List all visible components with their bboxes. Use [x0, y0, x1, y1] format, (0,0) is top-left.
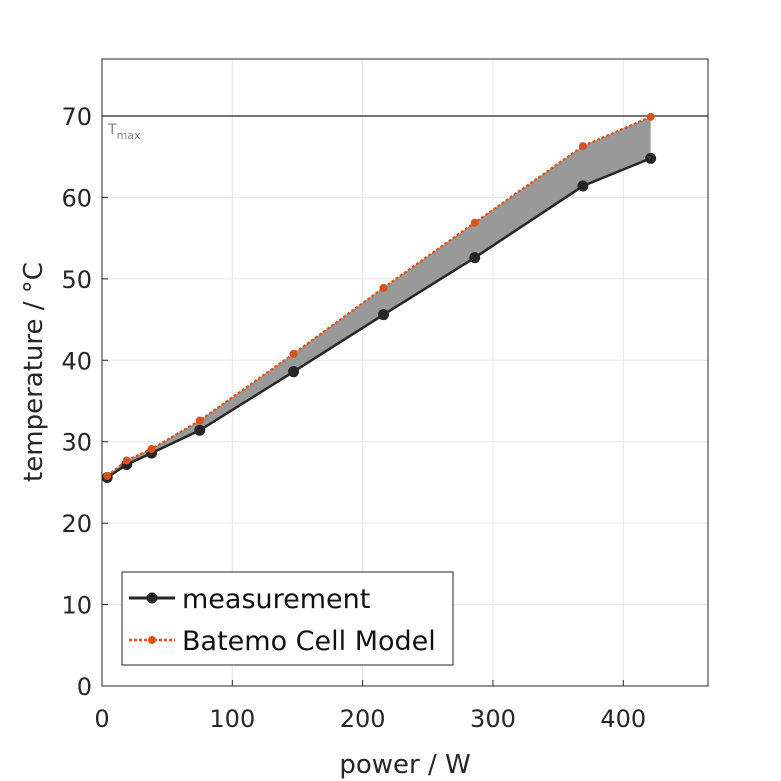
point-batemo-1 — [122, 456, 131, 465]
y-tick-label-3: 30 — [61, 429, 92, 457]
plot-frame — [101, 58, 709, 687]
series-line-batemo — [106, 115, 652, 477]
x-axis-label: power / W — [339, 750, 470, 780]
point-batemo-3 — [195, 416, 204, 425]
legend-box — [121, 571, 454, 666]
x-tick-label-2: 200 — [340, 705, 386, 733]
point-measurement-3 — [194, 424, 206, 436]
point-measurement-8 — [645, 152, 657, 164]
x-tick-label-0: 0 — [94, 705, 109, 733]
series-layer — [101, 112, 657, 484]
fill-between-area — [107, 116, 651, 478]
legend-label-measurement: measurement — [182, 584, 370, 615]
reference-label-main: T — [107, 122, 117, 138]
x-tick-label-1: 100 — [209, 705, 255, 733]
point-batemo-5 — [379, 283, 388, 292]
y-tick-label-5: 50 — [61, 266, 92, 294]
legend: measurement Batemo Cell Model — [121, 571, 454, 666]
x-tick-label-3: 300 — [470, 705, 516, 733]
reference-label-sub: max — [117, 129, 141, 142]
legend-label-batemo: Batemo Cell Model — [182, 626, 436, 657]
legend-marker-batemo — [148, 636, 156, 644]
point-batemo-8 — [646, 112, 655, 121]
point-batemo-4 — [289, 349, 298, 358]
y-tick-label-7: 70 — [61, 103, 92, 131]
point-batemo-7 — [578, 142, 587, 151]
point-batemo-0 — [103, 471, 112, 480]
x-tick-label-4: 400 — [600, 705, 646, 733]
legend-marker-measurement — [146, 592, 158, 604]
y-tick-label-1: 10 — [61, 592, 92, 620]
fill-area — [107, 116, 651, 478]
y-tick-label-4: 40 — [61, 347, 92, 375]
point-measurement-7 — [577, 180, 589, 192]
y-axis-label: temperature / °C — [19, 262, 49, 482]
reference-label: Tmax — [107, 122, 141, 142]
series-1 — [103, 112, 655, 480]
point-measurement-5 — [377, 309, 389, 321]
point-batemo-6 — [470, 218, 479, 227]
y-tick-label-2: 20 — [61, 510, 92, 538]
y-tick-label-0: 0 — [77, 673, 92, 701]
x-axis-ticks: 0 100 200 300 400 — [94, 680, 646, 733]
point-measurement-4 — [288, 366, 300, 378]
point-batemo-2 — [147, 445, 156, 454]
y-tick-label-6: 60 — [61, 184, 92, 212]
y-axis-ticks: 0 10 20 30 40 50 60 70 — [61, 103, 108, 701]
point-measurement-6 — [469, 252, 481, 264]
